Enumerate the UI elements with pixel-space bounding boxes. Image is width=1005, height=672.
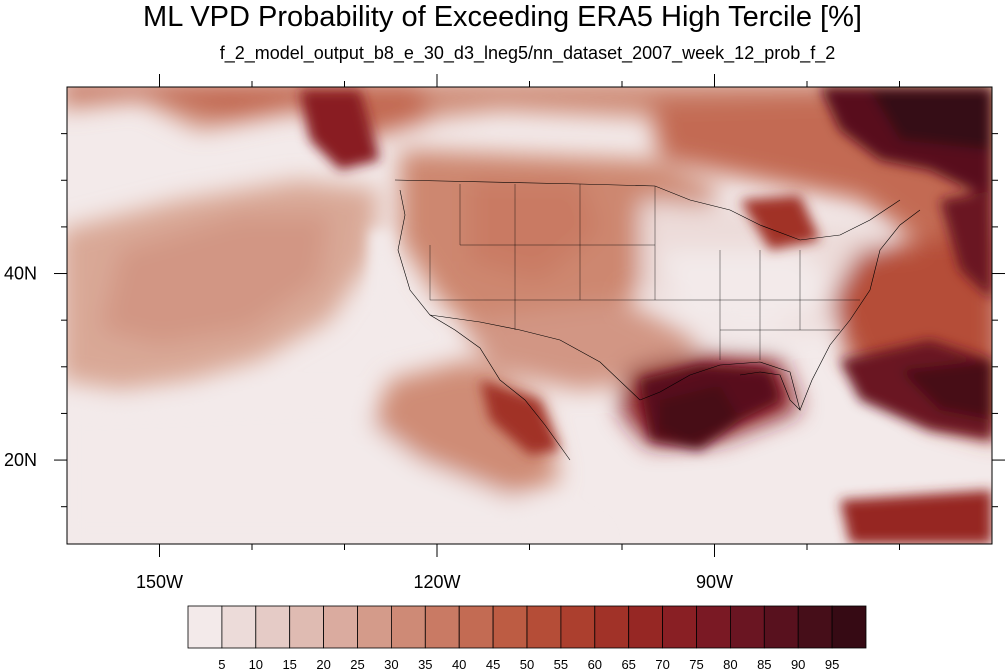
colorbar-label: 75	[689, 657, 703, 672]
colorbar-label: 10	[249, 657, 263, 672]
colorbar-swatch	[696, 605, 731, 649]
colorbar-swatch	[289, 605, 325, 649]
state-borders	[429, 184, 860, 360]
colorbar-label: 15	[282, 657, 296, 672]
colorbar-swatch	[594, 605, 630, 649]
colorbar-label: 70	[655, 657, 669, 672]
us-canada-border	[394, 179, 901, 241]
lat-tick-label: 20N	[4, 450, 37, 470]
colorbar-label: 65	[621, 657, 635, 672]
colorbar-swatch	[628, 605, 664, 649]
colorbar-swatch	[797, 605, 833, 649]
colorbar-swatch	[357, 605, 392, 649]
colorbar-label: 35	[418, 657, 432, 672]
colorbar-swatch	[831, 605, 867, 649]
colorbar-label: 5	[218, 657, 225, 672]
lon-tick-label: 120W	[413, 572, 460, 592]
colorbar-swatch	[255, 605, 291, 649]
colorbar-label: 80	[723, 657, 737, 672]
colorbar-swatch	[390, 605, 426, 649]
colorbar-label: 45	[486, 657, 500, 672]
map-overlay	[394, 179, 921, 461]
probability-field	[67, 87, 992, 544]
colorbar-label: 55	[554, 657, 568, 672]
lon-tick-label: 90W	[696, 572, 733, 592]
lat-tick-label: 40N	[4, 264, 37, 284]
colorbar-swatch	[560, 605, 596, 649]
colorbar-label: 20	[316, 657, 330, 672]
colorbar-label: 60	[588, 657, 602, 672]
colorbar-swatch	[458, 605, 494, 649]
colorbar-swatch	[187, 605, 223, 649]
colorbar-swatch	[662, 605, 697, 649]
colorbar-label: 30	[384, 657, 398, 672]
map-subtitle: f_2_model_output_b8_e_30_d3_lneg5/nn_dat…	[219, 43, 836, 63]
colorbar-label: 95	[825, 657, 839, 672]
colorbar-label: 90	[791, 657, 805, 672]
us-mexico-border	[429, 314, 641, 401]
colorbar-label: 25	[350, 657, 364, 672]
colorbar: 5 10 15 20 25 30 35 40 45 50 55 60 65 70 75 80 85 90 95	[187, 605, 867, 672]
coastline	[397, 189, 921, 461]
colorbar-label: 50	[520, 657, 534, 672]
colorbar-swatch	[221, 605, 257, 649]
lon-tick-label: 150W	[136, 572, 183, 592]
colorbar-swatch	[424, 605, 460, 649]
colorbar-swatch	[526, 605, 562, 649]
colorbar-swatch	[763, 605, 799, 649]
colorbar-swatch	[492, 605, 528, 649]
colorbar-label: 85	[757, 657, 771, 672]
colorbar-swatch	[323, 605, 358, 649]
colorbar-label: 40	[452, 657, 466, 672]
axis-ticks: 150W 120W 90W 40N 20N	[4, 74, 1005, 592]
colorbar-swatch	[730, 605, 765, 649]
map-title: ML VPD Probability of Exceeding ERA5 Hig…	[143, 1, 862, 33]
